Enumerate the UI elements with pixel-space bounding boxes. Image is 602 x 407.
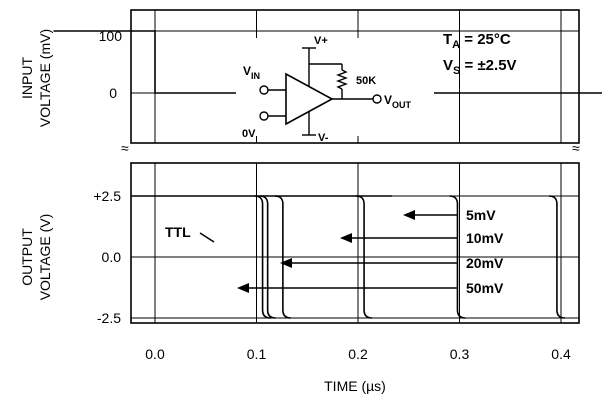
x-tick-labels: 0.00.10.20.30.40.50.60.7: [145, 346, 602, 362]
output-panel-frame: [131, 163, 579, 323]
series-arrowhead: [237, 283, 249, 293]
test-circuit: V+ 50K V- VOUT VIN 0V: [236, 35, 434, 144]
series-label: 50mV: [466, 280, 504, 296]
ta-condition: TA = 25°C: [443, 31, 511, 51]
output-ylabel-line1: OUTPUT: [19, 228, 35, 286]
conditions-block: TA = 25°C VS = ±2.5V: [443, 31, 517, 77]
input-ylabel-line1: INPUT: [19, 57, 35, 99]
series-arrowhead: [280, 258, 292, 268]
vs-condition: VS = ±2.5V: [443, 57, 517, 77]
x-tick-label: 0.1: [247, 346, 267, 362]
vout-terminal: [373, 95, 381, 103]
output-tick-zero: 0.0: [102, 249, 122, 265]
series-label: 10mV: [466, 230, 504, 246]
output-ylabel-line2: VOLTAGE (V): [37, 214, 53, 301]
x-tick-label: 0.2: [348, 346, 368, 362]
x-tick-label: 0.0: [145, 346, 165, 362]
vplus-label: V+: [314, 35, 328, 47]
series-label: 20mV: [466, 255, 504, 271]
ground-label: 0V: [242, 128, 256, 140]
right-axis-break: ≈: [572, 140, 580, 156]
ttl-label: TTL: [165, 224, 191, 240]
series-labels: 5mV 10mV 20mV 50mV TTL: [165, 207, 504, 296]
x-axis-title: TIME (µs): [324, 378, 386, 394]
series-label: 5mV: [466, 207, 496, 223]
input-ylabel: INPUT VOLTAGE (mV): [19, 29, 53, 127]
vminus-label: V-: [318, 132, 329, 144]
x-tick-label: 0.3: [450, 346, 470, 362]
series-arrowhead: [403, 210, 415, 220]
output-ylabel: OUTPUT VOLTAGE (V): [19, 214, 53, 301]
left-axis-break: ≈: [121, 140, 129, 156]
resistor-label: 50K: [356, 75, 376, 87]
series-arrowhead: [340, 233, 352, 243]
input-tick-100: 100: [99, 28, 123, 44]
x-tick-label: 0.4: [551, 346, 571, 362]
input-ylabel-line2: VOLTAGE (mV): [37, 29, 53, 127]
ttl-pointer: [200, 233, 214, 242]
vin-terminal: [260, 86, 268, 94]
ground-terminal: [260, 112, 268, 120]
output-tick-neg: -2.5: [97, 310, 121, 326]
output-tick-pos: +2.5: [93, 188, 121, 204]
input-tick-0: 0: [109, 85, 117, 101]
